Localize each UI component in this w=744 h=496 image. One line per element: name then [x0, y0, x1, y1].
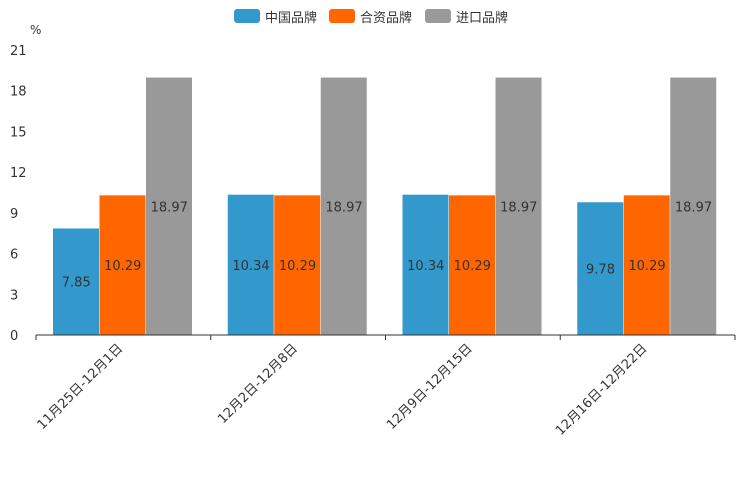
bar-value-label: 18.97: [675, 200, 712, 215]
bar-3-3[interactable]: [495, 77, 542, 336]
bar-value-label: 10.34: [232, 259, 269, 274]
bar-value-label: 10.29: [104, 259, 141, 274]
bar-value-label: 10.34: [407, 259, 444, 274]
bars: 7.85 10.29 18.97 10.34 10.29 18.97 10.34 10.29 1…: [53, 77, 717, 336]
legend-label-joint: 合资品牌: [360, 10, 413, 26]
y-tick-label: 6: [10, 248, 18, 263]
bar-1-1[interactable]: [53, 228, 99, 335]
bar-value-label: 18.97: [325, 200, 362, 215]
x-tick-label: 12月16日-12月22日: [553, 341, 650, 438]
legend-item-import[interactable]: 进口品牌: [425, 8, 509, 26]
bar-value-label: 18.97: [500, 200, 537, 215]
bar-3-1[interactable]: [146, 77, 192, 336]
bar-value-label: 10.29: [628, 259, 665, 274]
x-tick-label: 12月9日-12月15日: [384, 341, 476, 433]
y-unit-label: %: [30, 23, 41, 37]
bar-value-label: 9.78: [586, 263, 615, 278]
y-tick-label: 3: [10, 288, 18, 303]
y-tick-label: 12: [10, 166, 27, 181]
x-tick-label: 12月2日-12月8日: [215, 341, 301, 427]
bar-1-2[interactable]: [227, 194, 274, 335]
legend-swatch-joint: [329, 9, 355, 23]
y-tick-label: 0: [10, 329, 18, 344]
bar-2-2[interactable]: [274, 195, 321, 335]
x-tick-label: 11月25日-12月1日: [35, 341, 127, 433]
bar-value-label: 10.29: [279, 259, 316, 274]
y-tick-label: 9: [10, 207, 18, 222]
bar-1-4[interactable]: [577, 202, 624, 335]
legend-swatch-import: [425, 9, 451, 23]
y-tick-label: 18: [10, 85, 27, 100]
bar-value-label: 7.85: [62, 276, 91, 291]
bar-2-4[interactable]: [623, 195, 670, 335]
y-tick-label: 21: [10, 44, 27, 59]
bar-value-label: 18.97: [151, 200, 188, 215]
bar-value-label: 10.29: [454, 259, 491, 274]
y-axis-ticks: 0 3 6 9 12 15 18 21: [10, 44, 27, 344]
bar-3-4[interactable]: [670, 77, 717, 336]
legend-label-china: 中国品牌: [265, 10, 318, 26]
bar-2-3[interactable]: [449, 195, 495, 335]
legend-item-joint[interactable]: 合资品牌: [329, 8, 413, 26]
bar-1-3[interactable]: [402, 194, 449, 335]
legend-item-china[interactable]: 中国品牌: [234, 8, 318, 26]
y-tick-label: 15: [10, 125, 27, 140]
x-axis: 11月25日-12月1日 12月2日-12月8日 12月9日-12月15日 12月16…: [35, 334, 736, 439]
legend-swatch-china: [234, 9, 260, 23]
bar-2-1[interactable]: [99, 195, 146, 335]
legend-label-import: 进口品牌: [456, 10, 509, 26]
bar-3-2[interactable]: [320, 77, 367, 336]
